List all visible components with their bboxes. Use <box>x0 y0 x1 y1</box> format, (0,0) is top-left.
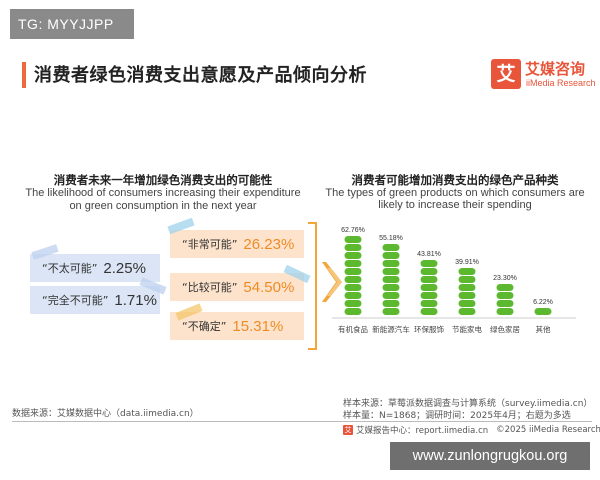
note-value: 15.31% <box>232 317 284 335</box>
chart-title: 消费者可能增加消费支出的绿色产品种类 <box>351 173 559 187</box>
category-label: 其他 <box>536 324 551 334</box>
bar-chart: 62.76% 有机食品 55.18% 新能源汽车 43.81% 环保服饰 39.91% 节能家… <box>332 227 576 334</box>
note-label: “非常可能” <box>182 238 238 251</box>
footer: 艾 艾媒报告中心：report.iimedia.cn ©2025 iiMedia… <box>343 424 600 436</box>
note-label: “不确定” <box>182 320 227 333</box>
data-label: 39.91% <box>455 259 479 266</box>
copyright: ©2025 iiMedia Research Inc <box>496 425 600 435</box>
bracket-decoration <box>308 222 317 350</box>
bar <box>344 236 362 315</box>
category-label: 新能源汽车 <box>372 324 410 334</box>
data-label: 43.81% <box>417 251 441 258</box>
bar <box>496 284 514 315</box>
note-value: 2.25% <box>103 259 146 277</box>
logo-icon: 艾 <box>491 59 521 89</box>
title-accent-bar <box>22 62 26 88</box>
note-value: 54.50% <box>243 278 295 296</box>
page-title: 消费者绿色消费支出意愿及产品倾向分析 <box>34 65 367 86</box>
note-label: “不太可能” <box>42 262 98 275</box>
data-label: 55.18% <box>379 235 403 242</box>
bar <box>458 268 476 315</box>
report-center-icon: 艾 <box>343 425 353 435</box>
note-fairly-likely: “比较可能” 54.50% <box>170 273 304 301</box>
bar <box>534 308 552 315</box>
note-totally-unlikely: “完全不可能” 1.71% <box>30 286 160 314</box>
watermark-url: www.zunlongrugkou.org <box>390 442 590 470</box>
note-value: 26.23% <box>243 235 295 253</box>
category-label: 有机食品 <box>338 324 368 334</box>
report-center-link[interactable]: 艾媒报告中心：report.iimedia.cn <box>356 426 489 436</box>
category-label: 环保服饰 <box>414 324 444 334</box>
data-label: 23.30% <box>493 275 517 282</box>
chart-subtitle: The types of green products on which con… <box>325 187 585 211</box>
note-unlikely: “不太可能” 2.25% <box>30 254 160 282</box>
data-source: 数据来源：艾媒数据中心（data.iimedia.cn） <box>12 409 199 419</box>
left-section-title: 消费者未来一年增加绿色消费支出的可能性 <box>53 173 273 187</box>
note-uncertain: “不确定” 15.31% <box>170 312 304 340</box>
data-label: 62.76% <box>341 227 365 234</box>
left-section-subtitle-2: on green consumption in the next year <box>69 200 257 212</box>
category-label: 节能家电 <box>452 324 482 334</box>
data-label: 6.22% <box>533 299 553 306</box>
arrow-right-icon <box>322 262 342 302</box>
category-label: 绿色家居 <box>490 324 520 334</box>
bar <box>382 244 400 315</box>
left-section-subtitle-1: The likelihood of consumers increasing t… <box>25 187 301 199</box>
footer-divider <box>12 421 592 422</box>
sample-source: 样本来源：草莓派数据调查与计算系统（survey.iimedia.cn） <box>343 399 593 409</box>
note-very-likely: “非常可能” 26.23% <box>170 230 304 258</box>
brand-logo[interactable]: 艾 艾媒咨询 iiMedia Research <box>491 56 596 96</box>
logo-en-text: iiMedia Research <box>526 78 596 88</box>
watermark-badge: TG: MYYJJPP <box>10 9 134 39</box>
note-label: “完全不可能” <box>42 294 109 307</box>
note-label: “比较可能” <box>182 281 238 294</box>
note-value: 1.71% <box>114 291 157 309</box>
sample-info: 样本来源：草莓派数据调查与计算系统（survey.iimedia.cn） 样本量… <box>343 398 592 422</box>
logo-cn-text: 艾媒咨询 <box>525 60 586 78</box>
sample-size: 样本量：N=1868；调研时间：2025年4月；右题为多选 <box>343 411 571 421</box>
bar <box>420 260 438 315</box>
